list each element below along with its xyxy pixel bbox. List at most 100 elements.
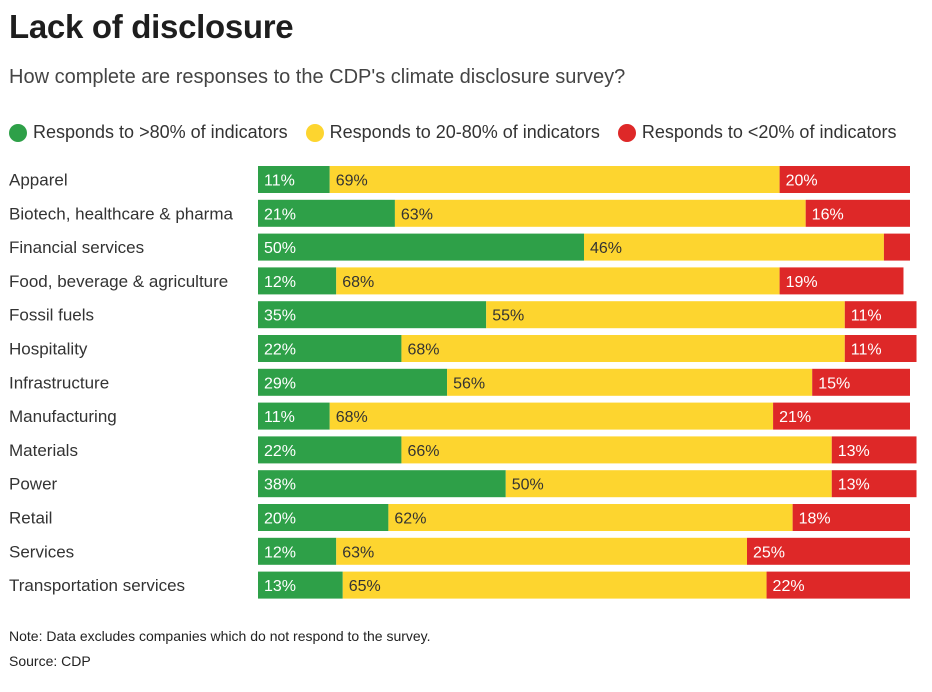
- data-label-mid-infrastructure: 56%: [453, 375, 485, 392]
- bar-segment-mid-biotech-healthcare-pharma: [394, 199, 806, 227]
- legend-label-high: Responds to >80% of indicators: [33, 122, 288, 142]
- bar-segment-mid-financial-services: [584, 233, 884, 261]
- legend-label-low: Responds to <20% of indicators: [641, 122, 897, 142]
- legend: Responds to >80% of indicators Responds …: [9, 122, 896, 143]
- bar-segment-high-infrastructure: [258, 368, 448, 396]
- category-label-services: Services: [9, 542, 74, 561]
- bar-segment-low-materials: [831, 436, 917, 464]
- bar-segment-low-power: [831, 470, 917, 498]
- bar-segment-low-biotech-healthcare-pharma: [805, 199, 910, 227]
- bar-segment-mid-retail: [388, 504, 793, 531]
- category-label-fossil-fuels: Fossil fuels: [9, 306, 94, 325]
- legend-item-low: Responds to <20% of indicators: [617, 122, 897, 143]
- bar-segment-high-fossil-fuels: [258, 301, 487, 329]
- data-label-mid-biotech-healthcare-pharma: 63%: [401, 206, 433, 223]
- bar-segment-high-food-beverage-agriculture: [258, 267, 337, 295]
- chart-note: Note: Data excludes companies which do n…: [9, 628, 431, 644]
- bar-segment-low-apparel: [779, 166, 910, 193]
- data-label-high-services: 12%: [264, 544, 296, 561]
- category-label-hospitality: Hospitality: [9, 340, 88, 359]
- data-label-mid-services: 63%: [342, 544, 374, 561]
- data-label-mid-materials: 66%: [407, 443, 439, 460]
- chart-source: Source: CDP: [9, 653, 91, 669]
- data-label-high-financial-services: 50%: [264, 240, 296, 257]
- chart-title: Lack of disclosure: [9, 8, 294, 45]
- bar-segment-mid-hospitality: [401, 335, 845, 362]
- data-label-high-food-beverage-agriculture: 12%: [264, 274, 296, 291]
- bar-segment-high-transportation-services: [258, 571, 343, 599]
- data-label-high-apparel: 11%: [264, 173, 295, 190]
- data-label-low-manufacturing: 21%: [779, 409, 811, 426]
- data-label-high-biotech-healthcare-pharma: 21%: [264, 206, 296, 223]
- data-label-low-food-beverage-agriculture: 19%: [786, 274, 818, 291]
- bar-segment-high-materials: [258, 436, 402, 464]
- bar-segment-mid-transportation-services: [342, 571, 767, 599]
- category-label-manufacturing: Manufacturing: [9, 407, 117, 426]
- legend-swatch-mid: [305, 123, 324, 142]
- bar-segment-mid-infrastructure: [447, 368, 813, 396]
- data-label-high-hospitality: 22%: [264, 342, 296, 359]
- legend-swatch-low: [617, 123, 636, 142]
- legend-item-high: Responds to >80% of indicators: [9, 122, 288, 143]
- data-label-high-infrastructure: 29%: [264, 375, 296, 392]
- data-label-high-fossil-fuels: 35%: [264, 308, 296, 325]
- data-label-mid-power: 50%: [512, 477, 544, 494]
- bar-segment-mid-materials: [401, 436, 832, 464]
- bar-segment-mid-power: [505, 470, 832, 498]
- legend-item-mid: Responds to 20-80% of indicators: [305, 122, 600, 143]
- bar-segment-mid-food-beverage-agriculture: [336, 267, 780, 295]
- bar-segment-high-financial-services: [258, 233, 584, 261]
- category-label-materials: Materials: [9, 441, 78, 460]
- legend-label-mid: Responds to 20-80% of indicators: [329, 122, 600, 142]
- category-label-infrastructure: Infrastructure: [9, 373, 109, 392]
- data-label-low-materials: 13%: [838, 443, 870, 460]
- data-label-low-retail: 18%: [799, 511, 831, 528]
- data-label-low-transportation-services: 22%: [773, 578, 805, 595]
- bar-segment-low-retail: [792, 504, 910, 531]
- data-label-low-fossil-fuels: 11%: [851, 308, 882, 325]
- bar-segment-low-services: [747, 537, 910, 565]
- bar-segment-low-transportation-services: [766, 571, 910, 599]
- category-label-apparel: Apparel: [9, 171, 68, 190]
- bar-segment-low-manufacturing: [773, 402, 910, 430]
- bar-segment-high-manufacturing: [258, 402, 330, 430]
- data-label-high-materials: 22%: [264, 443, 296, 460]
- category-label-food-beverage-agriculture: Food, beverage & agriculture: [9, 272, 228, 291]
- data-label-high-manufacturing: 11%: [264, 409, 295, 426]
- data-label-mid-retail: 62%: [394, 511, 426, 528]
- data-label-mid-fossil-fuels: 55%: [492, 308, 524, 325]
- category-label-power: Power: [9, 475, 58, 494]
- category-label-retail: Retail: [9, 509, 52, 528]
- bar-segment-high-power: [258, 470, 506, 498]
- data-label-low-hospitality: 11%: [851, 342, 882, 359]
- data-label-high-transportation-services: 13%: [264, 578, 296, 595]
- bar-segment-high-retail: [258, 504, 389, 531]
- data-label-low-services: 25%: [753, 544, 785, 561]
- bar-segment-low-food-beverage-agriculture: [779, 267, 904, 295]
- data-label-high-power: 38%: [264, 477, 296, 494]
- bar-segment-mid-fossil-fuels: [486, 301, 845, 329]
- stacked-bar-chart: Apparel 11% 69% 20% Biotech, healthcare & ph…: [9, 166, 917, 599]
- category-label-transportation-services: Transportation services: [9, 576, 185, 595]
- bar-segment-mid-manufacturing: [329, 402, 774, 430]
- data-label-high-retail: 20%: [264, 511, 296, 528]
- bar-segment-low-infrastructure: [812, 368, 910, 396]
- data-label-mid-apparel: 69%: [336, 173, 368, 190]
- bar-segment-low-fossil-fuels: [844, 301, 917, 329]
- legend-swatch-high: [9, 123, 27, 142]
- bar-segment-low-financial-services: [883, 233, 910, 261]
- bar-segment-low-hospitality: [844, 335, 917, 362]
- bar-segment-high-hospitality: [258, 335, 402, 362]
- bar-segment-mid-services: [336, 537, 747, 565]
- data-label-low-infrastructure: 15%: [818, 375, 850, 392]
- category-label-financial-services: Financial services: [9, 238, 144, 257]
- data-label-mid-transportation-services: 65%: [349, 578, 381, 595]
- bar-segment-high-services: [258, 537, 337, 565]
- data-label-low-power: 13%: [838, 477, 870, 494]
- bar-segment-high-biotech-healthcare-pharma: [258, 199, 395, 227]
- data-label-mid-financial-services: 46%: [590, 240, 622, 257]
- bar-segment-mid-apparel: [329, 166, 780, 193]
- data-label-mid-food-beverage-agriculture: 68%: [342, 274, 374, 291]
- data-label-low-apparel: 20%: [786, 173, 818, 190]
- bar-segment-high-apparel: [258, 166, 330, 193]
